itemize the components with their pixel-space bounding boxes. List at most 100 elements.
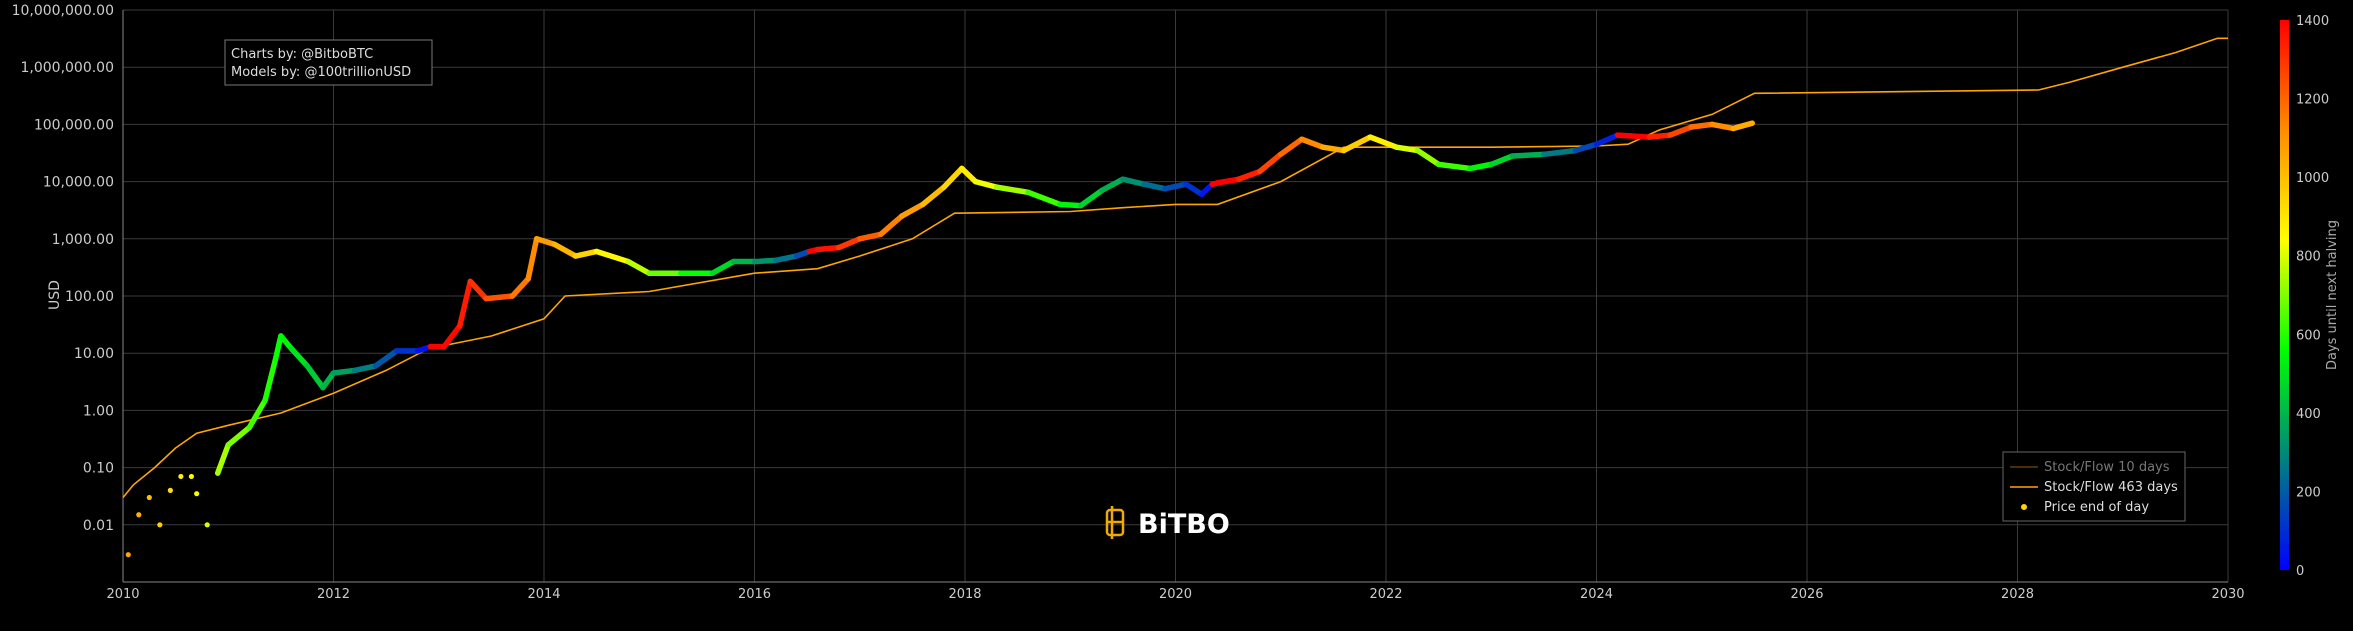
y-tick-label: 10.00 [74,346,114,362]
price-segment [1278,136,1305,158]
watermark-text: BiTBO [1138,509,1230,540]
price-point [194,491,200,497]
price-segment [533,236,558,248]
price-segment [1299,136,1326,150]
price-segment [572,248,600,259]
price-segment [1120,176,1147,187]
price-segment [1488,153,1516,168]
legend-dot-icon [2021,504,2027,510]
price-segment [1627,133,1652,140]
x-tick-label: 2028 [2001,587,2034,602]
stock-flow-463-line [122,37,2228,499]
price-segment [941,165,965,190]
price-point [136,512,142,518]
price-segment [1509,151,1547,159]
price-segment [330,367,358,376]
price-segment [372,348,400,369]
colorbar-tick-label: 600 [2296,328,2321,343]
price-segment [304,363,326,391]
price-segment [1162,181,1189,192]
price-segment [993,184,1031,196]
price-segment [814,244,842,253]
price-segment [214,442,231,476]
price-point [157,522,163,528]
price-segment [625,258,652,276]
y-axis-label: USD [47,280,63,310]
colorbar-tick-label: 1400 [2296,14,2329,29]
x-tick-label: 2014 [527,587,560,602]
colorbar-tick-label: 200 [2296,485,2321,500]
price-segment [1214,176,1242,186]
price-segment [1367,134,1400,150]
y-tick-label: 100,000.00 [34,117,114,133]
x-tick-label: 2016 [738,587,771,602]
legend-item[interactable]: Stock/Flow 10 days [2010,460,2170,475]
x-tick-label: 2020 [1159,587,1192,602]
colorbar-tick-label: 0 [2296,564,2304,579]
price-segment [878,213,905,238]
price-point [125,552,131,558]
price-segment [1667,124,1694,138]
price-segment [1688,121,1716,130]
price-point [146,494,152,501]
credits-charts-by: Charts by: @BitboBTC [231,47,373,62]
x-tick-label: 2022 [1369,587,1402,602]
price-segment [1467,161,1494,172]
credits-models-by: Models by: @100trillionUSD [231,65,411,80]
price-segment [441,323,463,350]
price-segment [709,258,737,276]
price-segment [225,424,253,448]
price-segment [288,345,310,369]
price-segment [551,241,579,259]
colorbar-gradient [2280,20,2289,570]
colorbar-tick-label: 800 [2296,250,2321,265]
stock-flow-model-line [122,37,2228,499]
price-segment [262,355,279,404]
price-segment [1056,201,1084,209]
price-segment [1141,181,1168,192]
watermark: BiTBO [1105,506,1230,540]
price-segment [483,293,516,302]
price-segment [1099,176,1126,194]
credits-box: Charts by: @BitboBTC Models by: @100tril… [224,39,433,86]
price-segment [1646,132,1673,140]
price-segment [1709,121,1737,132]
colorbar-tick-label: 1200 [2296,93,2329,108]
legend-label: Stock/Flow 463 days [2044,480,2178,495]
legend: Stock/Flow 10 days Stock/Flow 463 days Pri… [2002,451,2186,522]
price-point [167,487,173,493]
price-segment [1435,161,1473,172]
price-point [178,473,184,480]
price-segment [467,278,489,302]
x-tick-label: 2030 [2211,587,2244,602]
price-segment [1183,181,1205,198]
price-segment [772,253,800,264]
price-segment [1256,151,1284,175]
price-segment [857,231,884,242]
legend-item[interactable]: Price end of day [2021,500,2149,515]
y-tick-label: 0.10 [83,461,114,477]
price-segment [972,178,1000,190]
y-tick-label: 1,000.00 [52,232,114,248]
price-segment [1593,132,1621,147]
price-segment [1320,144,1347,154]
price-segment [899,201,926,219]
price-segment [1572,141,1600,154]
price-segment [751,257,779,265]
legend-label: Price end of day [2044,500,2149,515]
price-segment [1541,147,1579,158]
price-series [125,120,1756,558]
legend-item[interactable]: Stock/Flow 463 days [2010,480,2178,495]
price-segment [959,165,979,185]
x-tick-label: 2010 [106,587,139,602]
y-tick-label: 10,000,000.00 [12,3,114,19]
x-tick-label: 2012 [317,587,350,602]
price-segment [1078,187,1105,209]
price-segment [835,236,863,251]
price-segment [320,370,337,391]
price-segment [1235,168,1263,182]
price-segment [1025,189,1063,208]
price-segment [1393,144,1421,154]
